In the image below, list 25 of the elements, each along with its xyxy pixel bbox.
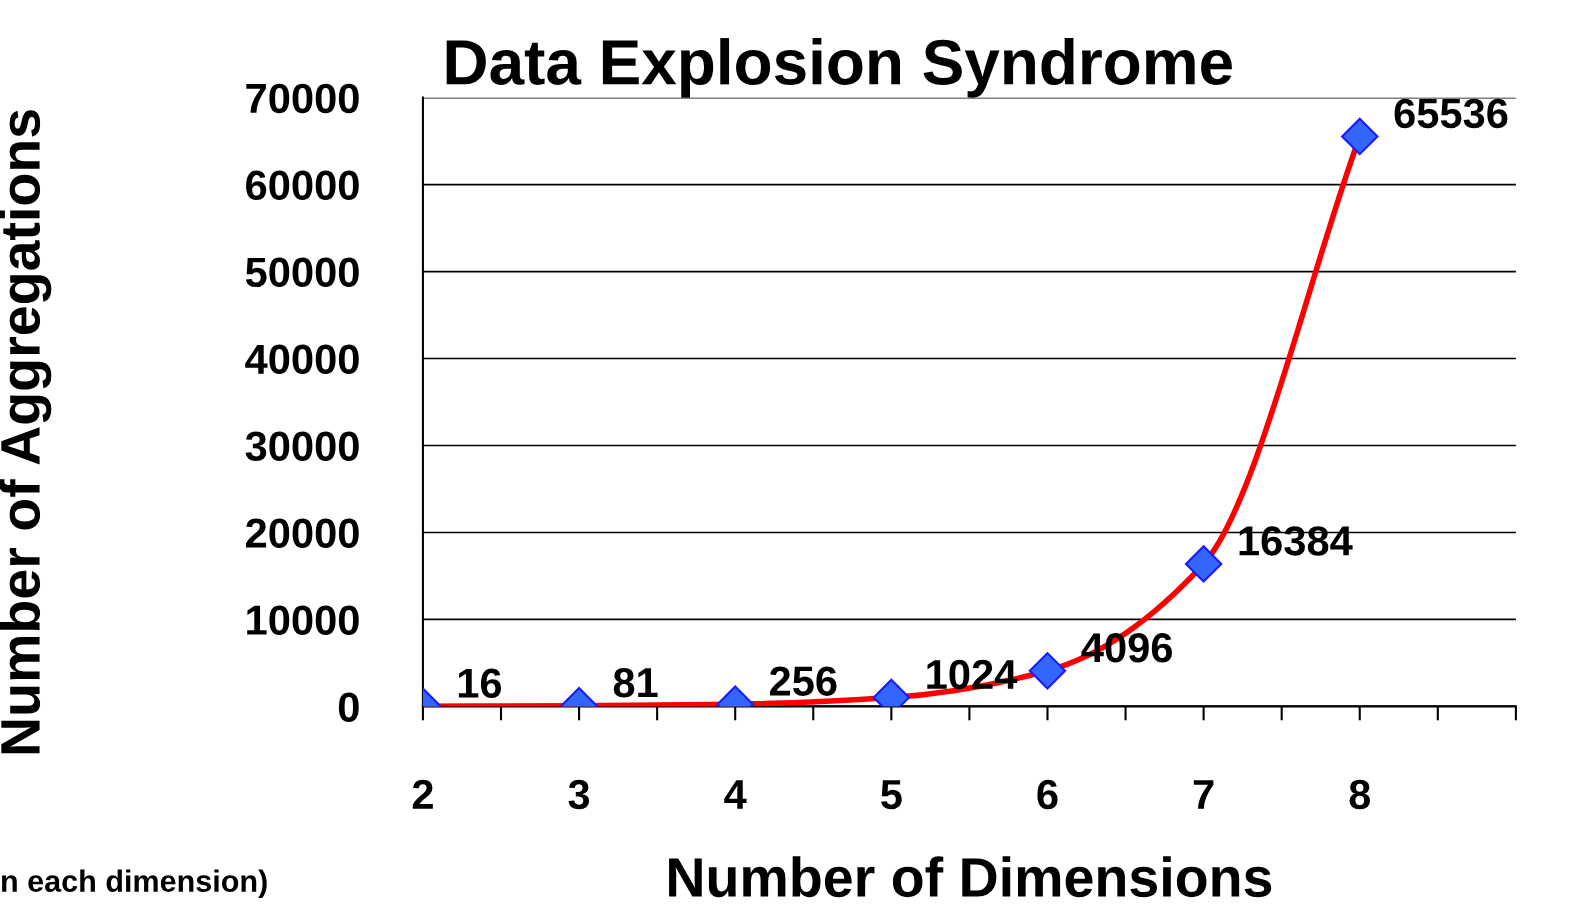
y-axis-title: Number of Aggregations [0,110,52,754]
y-tick-label: 70000 [246,83,359,114]
x-tick-label: 6 [1037,779,1058,810]
x-tick-label: 4 [724,780,747,809]
y-tick-label: 50000 [245,257,359,288]
data-label: 16 [458,668,502,699]
data-label: 256 [769,666,837,696]
x-axis-title: Number of Dimensions [669,856,1272,898]
y-tick-label: 20000 [246,518,359,548]
data-label: 65536 [1394,98,1508,129]
x-tick-label: 2 [412,779,433,809]
x-tick-label: 3 [568,779,590,810]
y-tick-label: 0 [338,692,359,722]
y-tick-label: 10000 [247,605,359,635]
data-label: 1024 [927,659,1018,690]
x-tick-label: 5 [881,780,902,810]
data-label: 16384 [1239,526,1353,556]
y-tick-label: 40000 [245,344,359,375]
text: n each dimension) [2,869,267,898]
y-tick-label: 30000 [245,431,359,462]
x-tick-label: 8 [1349,779,1371,810]
y-tick-label: 60000 [246,170,359,201]
x-tick-label: 7 [1193,780,1214,809]
chart-title: Data Explosion Syndrome [446,38,1232,98]
data-label: 81 [613,667,658,698]
